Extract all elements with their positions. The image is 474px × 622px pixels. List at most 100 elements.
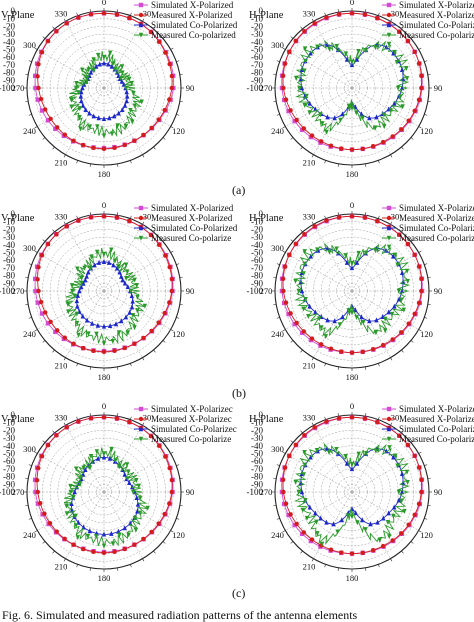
data-point xyxy=(77,106,82,112)
outer-tick xyxy=(153,146,156,150)
legend-entry: Measured Co-polarized xyxy=(382,30,474,40)
data-point xyxy=(324,445,330,451)
radial-tick-label: -100 xyxy=(0,286,15,296)
data-point xyxy=(334,43,339,49)
outer-tick xyxy=(401,26,404,30)
data-point xyxy=(380,543,386,549)
legend-swatch-marker xyxy=(138,32,144,38)
data-point xyxy=(282,61,288,66)
outer-tick xyxy=(365,413,367,417)
data-point xyxy=(335,529,340,535)
data-point xyxy=(135,501,141,507)
data-point xyxy=(280,73,286,79)
angle-label: 270 xyxy=(260,487,273,497)
legend-swatch-marker xyxy=(386,2,392,8)
data-point xyxy=(118,76,124,82)
outer-tick xyxy=(401,349,404,353)
data-point xyxy=(122,142,127,148)
data-point xyxy=(280,276,286,282)
data-point xyxy=(392,49,397,55)
data-point xyxy=(349,514,355,520)
data-point xyxy=(367,318,372,324)
data-point xyxy=(127,309,132,315)
outer-tick xyxy=(142,221,145,225)
outer-tick xyxy=(162,36,166,39)
data-point xyxy=(124,275,129,281)
outer-tick xyxy=(410,239,414,242)
legend-swatch-marker xyxy=(138,235,144,241)
data-point xyxy=(43,107,48,112)
grid-spoke xyxy=(351,425,391,493)
data-point xyxy=(124,98,129,104)
grid-spoke xyxy=(103,21,143,89)
radial-tick-label: 0 xyxy=(11,6,16,16)
data-point xyxy=(325,245,330,251)
data-point xyxy=(101,258,107,264)
angle-label: 240 xyxy=(271,126,284,136)
data-point xyxy=(133,527,139,533)
data-point xyxy=(386,510,391,516)
data-point xyxy=(156,521,161,526)
data-point xyxy=(76,419,81,424)
grid-spoke xyxy=(65,425,105,493)
data-point xyxy=(125,93,130,99)
data-point xyxy=(35,277,40,282)
outer-tick xyxy=(276,518,280,520)
series-4 xyxy=(63,446,150,549)
plane-label: V-Plane xyxy=(1,10,35,21)
legend-swatch-marker xyxy=(138,225,144,231)
radial-tick-label: -10 xyxy=(251,14,263,24)
data-point xyxy=(419,489,424,495)
outer-tick xyxy=(63,18,66,22)
data-point xyxy=(386,309,391,315)
outer-tick xyxy=(427,304,431,306)
legend-label: Simulated X-Polarized xyxy=(399,203,474,213)
angle-label: 330 xyxy=(303,212,316,222)
data-point xyxy=(375,219,380,224)
radial-tick-label: -30 xyxy=(251,29,263,39)
data-point xyxy=(169,73,175,79)
data-point xyxy=(71,495,76,501)
data-point xyxy=(75,266,80,272)
grid-circle xyxy=(80,267,128,315)
data-point xyxy=(282,465,288,470)
data-point xyxy=(397,433,402,438)
data-point xyxy=(127,218,132,224)
legend-entry: Measured X-Polarized xyxy=(382,10,474,20)
outer-tick xyxy=(290,541,294,544)
grid-spoke xyxy=(103,252,171,292)
data-point xyxy=(163,454,168,459)
grid-spoke xyxy=(65,224,105,292)
outer-tick xyxy=(89,212,91,216)
data-point xyxy=(373,248,378,254)
data-point xyxy=(343,453,348,459)
data-point xyxy=(363,48,368,54)
data-point xyxy=(308,253,313,259)
data-point xyxy=(80,67,85,73)
grid-spoke xyxy=(313,21,353,89)
data-point xyxy=(45,241,51,247)
outer-tick xyxy=(28,114,32,116)
angle-label: 270 xyxy=(12,286,25,296)
radial-tick-label: -10 xyxy=(3,217,15,227)
data-point xyxy=(162,107,167,113)
data-point xyxy=(288,512,293,517)
radial-tick-label: -20 xyxy=(3,224,15,234)
data-point xyxy=(87,465,93,471)
data-point xyxy=(359,111,364,117)
legend-label: Measured X-Polarized xyxy=(151,213,233,223)
data-point xyxy=(402,508,407,514)
data-point xyxy=(319,342,324,347)
data-point xyxy=(360,146,365,151)
radial-tick-label: -100 xyxy=(247,487,264,497)
data-point xyxy=(299,489,305,495)
legend-entry: Measured X-Polarized xyxy=(134,213,233,223)
data-point xyxy=(79,280,84,286)
outer-tick xyxy=(176,317,180,319)
data-point xyxy=(404,76,410,82)
outer-tick xyxy=(324,215,326,219)
radial-tick-label: -70 xyxy=(3,60,15,70)
data-point xyxy=(109,131,115,137)
data-point xyxy=(68,489,73,495)
data-point xyxy=(374,114,379,120)
